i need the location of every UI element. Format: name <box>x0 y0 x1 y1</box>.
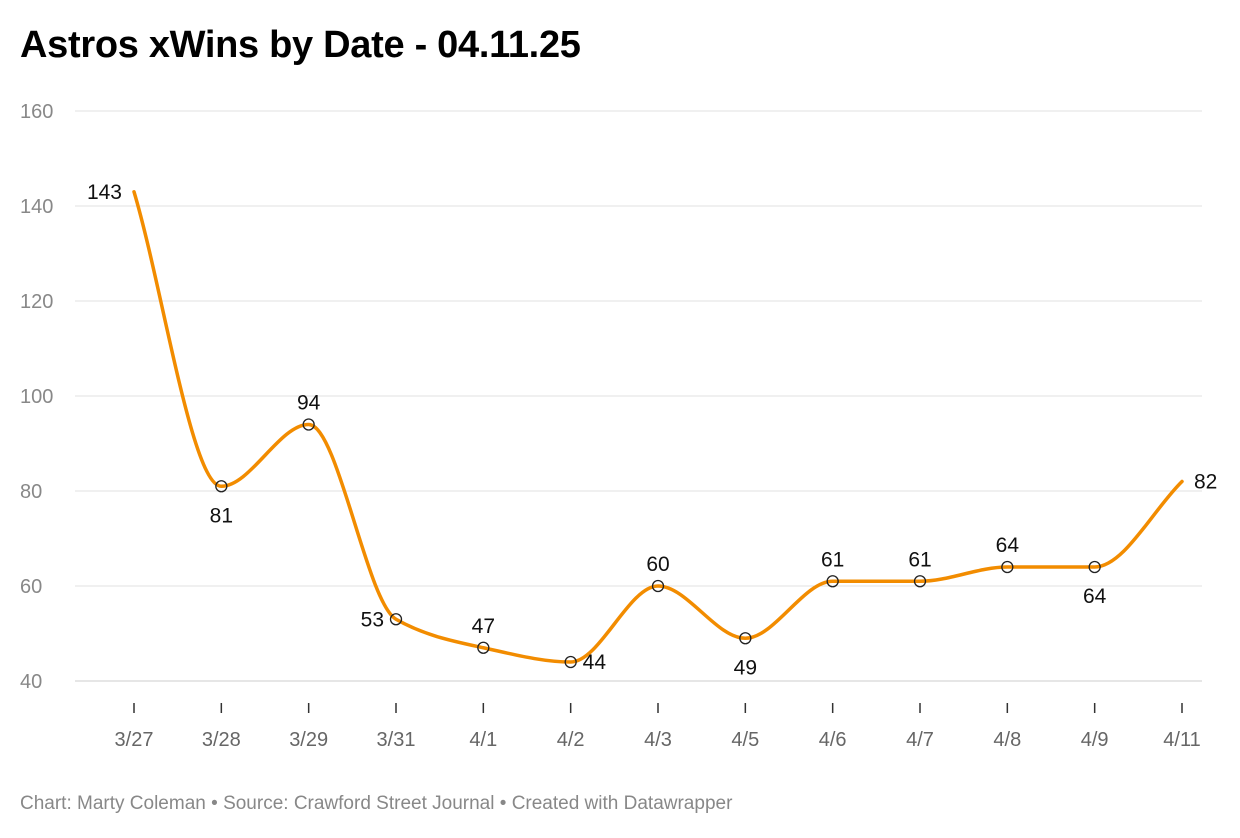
data-point <box>1001 560 1014 574</box>
y-tick-label: 160 <box>20 101 53 123</box>
x-tick-label: 4/6 <box>819 729 847 751</box>
x-tick-label: 4/1 <box>469 729 497 751</box>
data-point <box>826 575 839 588</box>
footer-created-with: Created with Datawrapper <box>511 793 733 814</box>
y-tick-label: 120 <box>20 291 53 313</box>
x-tick-label: 4/5 <box>731 729 759 751</box>
footer-separator: • <box>494 793 512 814</box>
x-tick-label: 4/8 <box>993 729 1021 751</box>
data-point <box>913 575 927 588</box>
data-label: 53 <box>361 608 384 631</box>
data-label: 60 <box>646 553 669 576</box>
data-label: 64 <box>996 534 1020 557</box>
x-tick-label: 3/28 <box>202 729 241 751</box>
footer-chart-credit: Chart: Marty Coleman <box>20 793 206 814</box>
data-label: 81 <box>210 504 233 527</box>
series-line <box>132 190 1184 664</box>
y-axis-tick-labels: 40 60 80 100 120 140 160 <box>20 101 53 693</box>
data-labels: 143 81 94 53 47 44 60 49 61 61 64 64 82 <box>87 181 1217 680</box>
x-tick-label: 4/11 <box>1163 729 1200 751</box>
data-label: 94 <box>297 392 321 415</box>
chart-title: Astros xWins by Date - 04.11.25 <box>20 24 581 66</box>
x-tick-label: 4/7 <box>906 729 934 751</box>
data-label: 61 <box>908 548 931 571</box>
data-point-markers <box>215 418 1101 669</box>
data-point <box>651 579 665 593</box>
data-point <box>389 613 403 626</box>
data-point <box>477 641 490 654</box>
data-label: 61 <box>821 548 844 571</box>
data-point <box>564 655 577 669</box>
data-label: 49 <box>734 656 757 679</box>
y-tick-label: 60 <box>20 576 42 598</box>
y-tick-label: 40 <box>20 671 42 693</box>
data-point <box>215 480 228 493</box>
data-label: 44 <box>583 651 607 674</box>
x-tick-label: 3/29 <box>289 729 328 751</box>
x-tick-label: 3/31 <box>377 729 416 751</box>
gridlines <box>75 110 1202 587</box>
chart-footer: Chart: Marty Coleman • Source: Crawford … <box>20 793 732 815</box>
x-tick-label: 3/27 <box>115 729 154 751</box>
data-label: 64 <box>1083 585 1107 608</box>
data-point <box>1088 560 1101 574</box>
data-label: 47 <box>472 615 495 638</box>
data-point <box>739 632 752 645</box>
x-tick-label: 4/9 <box>1081 729 1109 751</box>
data-label: 143 <box>87 181 122 204</box>
x-tick-label: 4/3 <box>644 729 672 751</box>
y-tick-label: 140 <box>20 196 53 218</box>
footer-source: Source: Crawford Street Journal <box>223 793 495 814</box>
footer-separator: • <box>205 793 224 814</box>
data-point <box>302 418 315 431</box>
x-tick-label: 4/2 <box>557 729 585 751</box>
y-tick-label: 100 <box>20 386 53 408</box>
x-axis: 3/27 3/28 3/29 3/31 4/1 4/2 4/3 4/5 4/6 4/7 4/8 4/9… <box>75 680 1202 751</box>
data-label: 82 <box>1194 471 1217 494</box>
y-tick-label: 80 <box>20 481 42 503</box>
series-line-layer <box>132 190 1184 664</box>
